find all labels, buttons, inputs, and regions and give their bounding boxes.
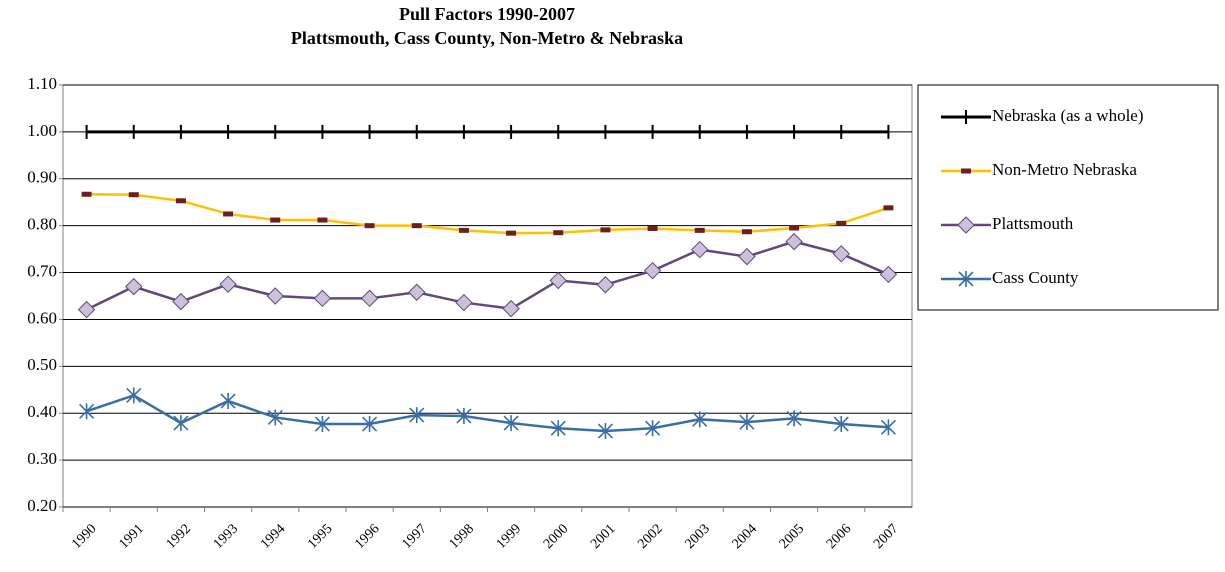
- y-tick-label: 0.50: [27, 355, 57, 374]
- marker: [266, 287, 284, 305]
- x-tick-label: 2005: [777, 521, 807, 551]
- marker: [741, 229, 752, 235]
- marker: [503, 415, 519, 432]
- legend-box: [917, 84, 1219, 311]
- marker: [455, 293, 473, 312]
- y-tick-label: 1.00: [27, 121, 57, 140]
- marker: [220, 393, 236, 410]
- x-tick-label: 1991: [116, 521, 146, 551]
- marker: [738, 247, 756, 266]
- series-line: [86, 394, 889, 433]
- x-tick-label: 1992: [164, 521, 194, 551]
- marker: [832, 245, 850, 263]
- marker: [883, 205, 894, 211]
- marker: [502, 299, 520, 318]
- marker: [645, 420, 661, 437]
- marker: [739, 414, 755, 431]
- chart-title: Pull Factors 1990-2007: [399, 4, 575, 24]
- marker: [125, 277, 143, 296]
- marker: [833, 416, 849, 433]
- marker: [317, 217, 328, 223]
- marker: [314, 416, 330, 433]
- marker: [456, 408, 472, 425]
- y-tick-label: 0.20: [27, 496, 57, 515]
- y-tick-label: 0.70: [27, 261, 57, 280]
- y-tick-label: 0.80: [27, 215, 57, 234]
- marker: [313, 289, 332, 308]
- marker: [957, 216, 975, 234]
- x-tick-label: 2006: [824, 521, 854, 551]
- marker: [360, 289, 379, 308]
- series-line: [86, 193, 889, 235]
- x-tick-label: 2000: [541, 521, 571, 551]
- x-tick-label: 1995: [305, 521, 335, 551]
- x-tick-label: 1993: [211, 521, 241, 551]
- marker: [880, 419, 896, 436]
- x-tick-label: 1994: [258, 521, 288, 551]
- chart-subtitle: Plattsmouth, Cass County, Non-Metro & Ne…: [291, 28, 683, 48]
- marker: [267, 409, 283, 426]
- marker: [785, 232, 803, 251]
- marker: [643, 261, 662, 280]
- marker: [362, 416, 378, 433]
- marker: [553, 230, 564, 236]
- marker: [81, 191, 92, 197]
- x-tick-label: 1990: [69, 521, 99, 551]
- marker: [692, 411, 708, 428]
- marker: [128, 192, 139, 198]
- marker: [173, 415, 189, 432]
- y-tick-label: 0.90: [27, 168, 57, 187]
- marker: [647, 225, 658, 231]
- marker: [600, 227, 611, 233]
- marker: [691, 240, 709, 259]
- marker: [219, 275, 237, 293]
- marker: [175, 198, 186, 204]
- marker: [223, 211, 234, 217]
- plot-area: [62, 84, 913, 508]
- marker: [958, 271, 974, 287]
- marker: [364, 223, 375, 229]
- marker: [126, 387, 142, 404]
- x-tick-label: 1999: [494, 521, 524, 551]
- y-tick-label: 0.40: [27, 402, 57, 421]
- y-tick-label: 0.30: [27, 449, 57, 468]
- y-tick-label: 0.60: [27, 308, 57, 327]
- marker: [458, 227, 469, 233]
- x-tick-label: 2002: [635, 521, 665, 551]
- series-line: [86, 240, 889, 311]
- legend-label: Plattsmouth: [992, 214, 1074, 233]
- marker: [408, 283, 426, 301]
- x-tick-label: 2004: [730, 521, 760, 551]
- marker: [694, 227, 705, 233]
- legend-label: Non-Metro Nebraska: [992, 160, 1137, 179]
- marker: [172, 292, 190, 311]
- marker: [549, 271, 567, 290]
- x-tick-label: 2003: [682, 521, 712, 551]
- marker: [836, 220, 847, 226]
- marker: [597, 423, 613, 440]
- marker: [411, 223, 422, 229]
- x-tick-label: 2007: [871, 521, 901, 551]
- marker: [77, 300, 96, 319]
- marker: [270, 217, 281, 223]
- marker: [409, 407, 425, 424]
- marker: [961, 168, 971, 174]
- x-tick-label: 1998: [447, 521, 477, 551]
- marker: [786, 410, 802, 427]
- y-tick-label: 1.10: [27, 74, 57, 93]
- marker: [879, 265, 898, 284]
- marker: [506, 230, 517, 236]
- marker: [789, 225, 800, 231]
- x-tick-label: 1996: [352, 521, 382, 551]
- marker: [79, 403, 95, 420]
- marker: [596, 276, 615, 294]
- legend-label: Cass County: [992, 268, 1079, 287]
- x-tick-label: 1997: [399, 521, 429, 551]
- marker: [550, 420, 566, 437]
- x-tick-label: 2001: [588, 521, 618, 551]
- legend-label: Nebraska (as a whole): [992, 106, 1144, 125]
